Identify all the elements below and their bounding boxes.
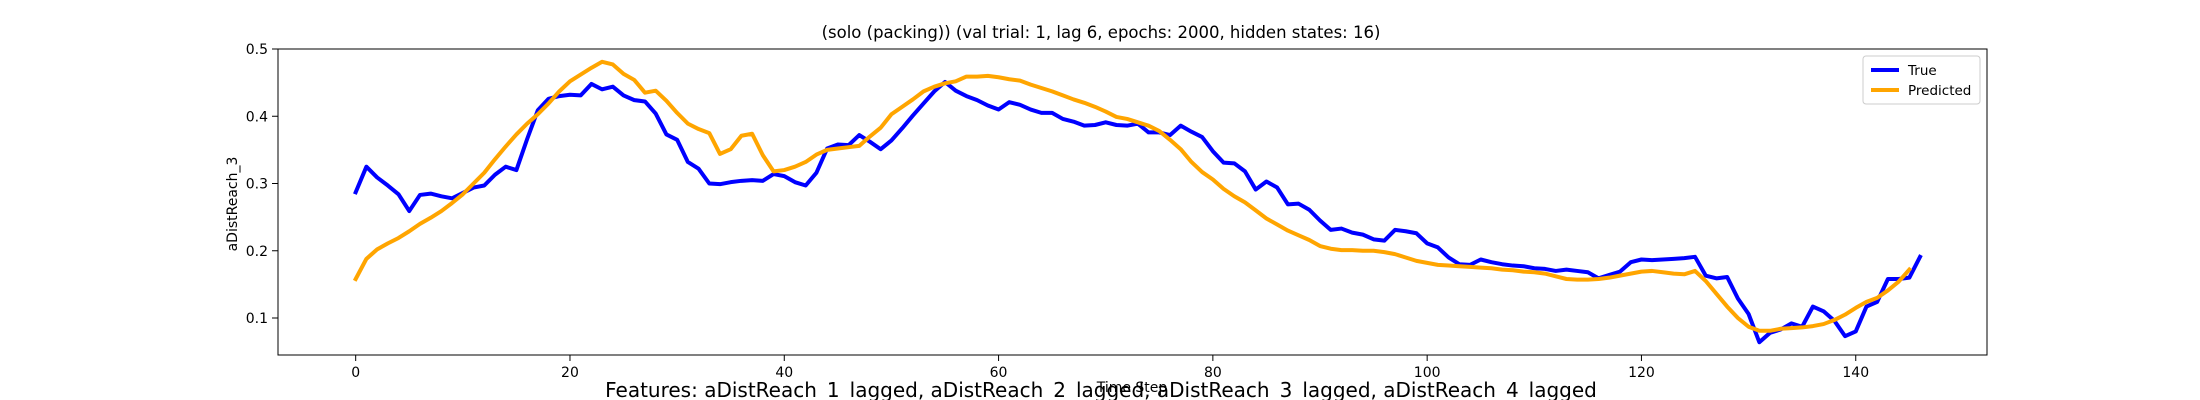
x-tick-label: 40	[775, 365, 793, 381]
plot-frame	[277, 48, 1988, 356]
x-tick-label: 140	[1842, 365, 1869, 381]
legend-label-predicted: Predicted	[1908, 83, 1971, 99]
x-tick-label: 120	[1628, 365, 1655, 381]
x-tick-label: 80	[1204, 365, 1222, 381]
axis-ticks: 0 20 40 60 80 100 120 140 0.1 0.2 0.3 0.4 0.5	[246, 42, 1869, 381]
y-tick-label: 0.3	[246, 177, 268, 193]
y-axis-label: aDistReach_3	[225, 157, 241, 252]
series-line-predicted	[352, 59, 1913, 333]
features-caption: Features: aDistReach_1_lagged, aDistReac…	[605, 378, 1597, 400]
x-tick-label: 100	[1414, 365, 1441, 381]
x-axis-label: Time Step	[1096, 380, 1168, 396]
y-tick-label: 0.4	[246, 109, 268, 125]
legend: True Predicted	[1862, 55, 1981, 105]
chart-title: (solo (packing)) (val trial: 1, lag 6, e…	[822, 23, 1381, 42]
x-tick-label: 60	[990, 365, 1008, 381]
plot-area: 0 20 40 60 80 100 120 140 0.1 0.2 0.3 0.4 0.5	[246, 42, 1988, 381]
y-tick-label: 0.1	[246, 311, 268, 327]
legend-label-true: True	[1907, 63, 1937, 79]
y-tick-label: 0.2	[246, 244, 268, 260]
x-tick-label: 0	[351, 365, 360, 381]
x-tick-label: 20	[561, 365, 579, 381]
series-layer	[352, 59, 1923, 345]
y-tick-label: 0.5	[246, 42, 268, 58]
